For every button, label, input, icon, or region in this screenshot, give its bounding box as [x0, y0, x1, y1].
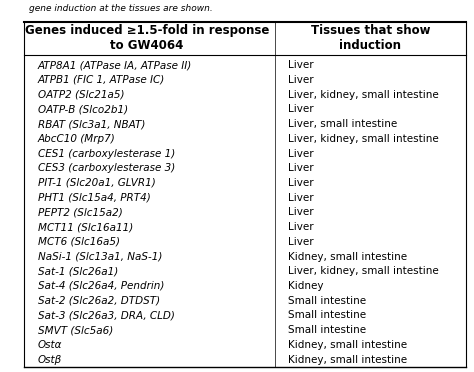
Text: Kidney, small intestine: Kidney, small intestine	[288, 251, 407, 262]
Text: Liver, kidney, small intestine: Liver, kidney, small intestine	[288, 134, 439, 144]
Text: Genes induced ≥1.5-fold in response
to GW4064: Genes induced ≥1.5-fold in response to G…	[25, 24, 269, 52]
Text: NaSi-1 (Slc13a1, NaS-1): NaSi-1 (Slc13a1, NaS-1)	[38, 251, 162, 262]
Text: Liver, kidney, small intestine: Liver, kidney, small intestine	[288, 266, 439, 276]
Text: RBAT (Slc3a1, NBAT): RBAT (Slc3a1, NBAT)	[38, 119, 145, 129]
Text: MCT11 (Slc16a11): MCT11 (Slc16a11)	[38, 222, 133, 232]
Text: Kidney, small intestine: Kidney, small intestine	[288, 340, 407, 350]
Text: Small intestine: Small intestine	[288, 325, 366, 335]
Text: PIT-1 (Slc20a1, GLVR1): PIT-1 (Slc20a1, GLVR1)	[38, 178, 155, 188]
Text: Liver: Liver	[288, 222, 314, 232]
Text: Ostα: Ostα	[38, 340, 63, 350]
Text: Liver: Liver	[288, 60, 314, 70]
Text: OATP2 (Slc21a5): OATP2 (Slc21a5)	[38, 90, 124, 100]
Text: Liver: Liver	[288, 75, 314, 85]
Text: CES3 (carboxylesterase 3): CES3 (carboxylesterase 3)	[38, 163, 175, 173]
Text: AbcC10 (Mrp7): AbcC10 (Mrp7)	[38, 134, 116, 144]
Text: Liver: Liver	[288, 163, 314, 173]
Text: Liver, kidney, small intestine: Liver, kidney, small intestine	[288, 90, 439, 100]
Text: Small intestine: Small intestine	[288, 296, 366, 306]
Text: ATP8A1 (ATPase IA, ATPase II): ATP8A1 (ATPase IA, ATPase II)	[38, 60, 192, 70]
Text: MCT6 (Slc16a5): MCT6 (Slc16a5)	[38, 237, 120, 247]
Text: Sat-4 (Slc26a4, Pendrin): Sat-4 (Slc26a4, Pendrin)	[38, 281, 164, 291]
Text: Ostβ: Ostβ	[38, 355, 62, 365]
Text: Liver: Liver	[288, 208, 314, 217]
Text: gene induction at the tissues are shown.: gene induction at the tissues are shown.	[29, 4, 212, 13]
Text: Tissues that show
induction: Tissues that show induction	[310, 24, 430, 52]
Text: Sat-1 (Slc26a1): Sat-1 (Slc26a1)	[38, 266, 118, 276]
Text: ATPB1 (FIC 1, ATPase IC): ATPB1 (FIC 1, ATPase IC)	[38, 75, 165, 85]
Text: Kidney, small intestine: Kidney, small intestine	[288, 355, 407, 365]
Text: PEPT2 (Slc15a2): PEPT2 (Slc15a2)	[38, 208, 123, 217]
Text: Sat-3 (Slc26a3, DRA, CLD): Sat-3 (Slc26a3, DRA, CLD)	[38, 310, 175, 320]
Text: Liver: Liver	[288, 193, 314, 203]
Text: Liver: Liver	[288, 178, 314, 188]
Text: Liver: Liver	[288, 105, 314, 114]
Text: Sat-2 (Slc26a2, DTDST): Sat-2 (Slc26a2, DTDST)	[38, 296, 160, 306]
Text: PHT1 (Slc15a4, PRT4): PHT1 (Slc15a4, PRT4)	[38, 193, 151, 203]
Text: Liver: Liver	[288, 148, 314, 158]
Text: SMVT (Slc5a6): SMVT (Slc5a6)	[38, 325, 113, 335]
Text: Kidney: Kidney	[288, 281, 324, 291]
Text: OATP-B (Slco2b1): OATP-B (Slco2b1)	[38, 105, 128, 114]
Text: Small intestine: Small intestine	[288, 310, 366, 320]
Text: Liver, small intestine: Liver, small intestine	[288, 119, 397, 129]
Text: Liver: Liver	[288, 237, 314, 247]
Text: CES1 (carboxylesterase 1): CES1 (carboxylesterase 1)	[38, 148, 175, 158]
